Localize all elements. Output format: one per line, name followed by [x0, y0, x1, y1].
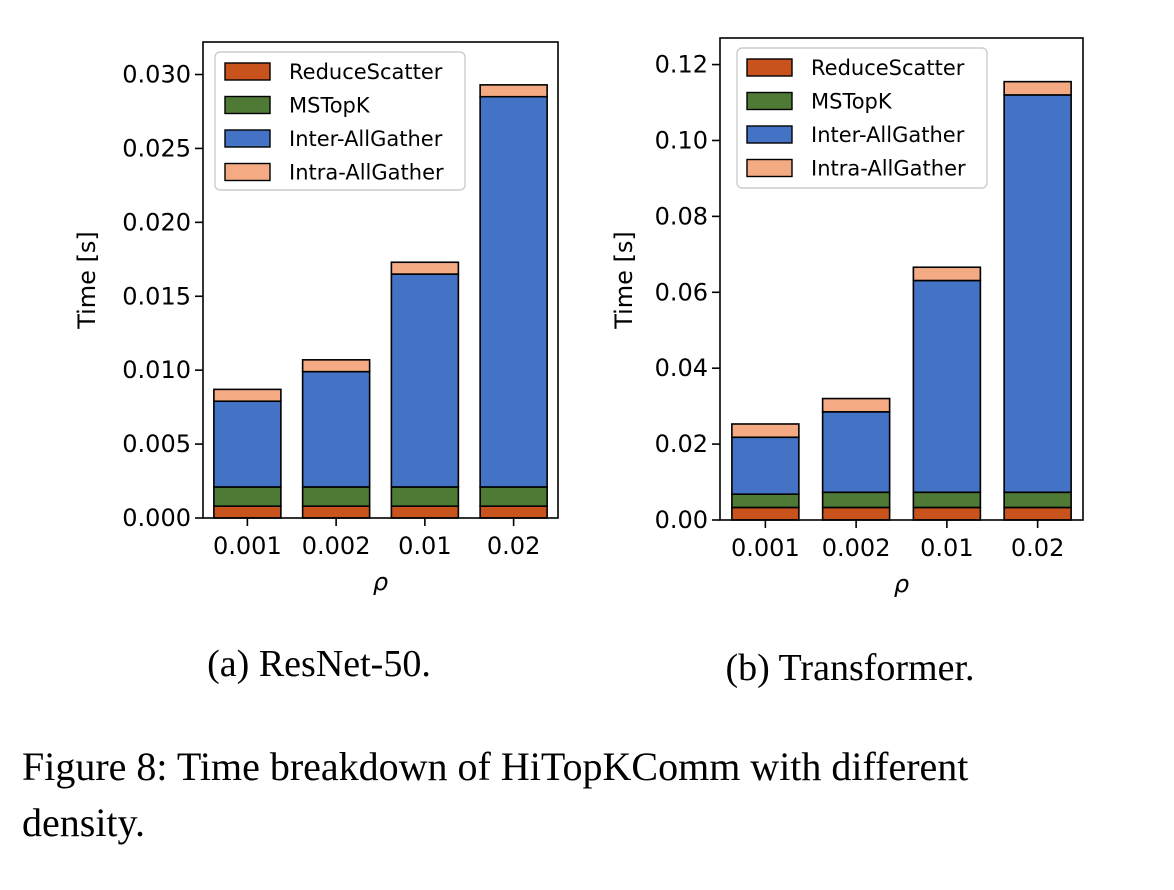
bar-inter-allgather-0.01 — [912, 279, 982, 494]
bar-reducescatter-0.02 — [1003, 506, 1072, 521]
legend-label-inter-allgather: Inter-AllGather — [811, 123, 965, 147]
x-axis-label: ρ — [373, 568, 388, 596]
legend-swatch-inter-allgather — [746, 125, 793, 144]
legend-label-inter-allgather: Inter-AllGather — [289, 127, 443, 151]
bar-intra-allgather-0.01 — [390, 261, 460, 275]
bar-reducescatter-0.001 — [731, 506, 800, 521]
y-tick-label: 0.04 — [655, 354, 708, 382]
bar-reducescatter-0.02 — [479, 505, 548, 519]
x-tick-label: 0.01 — [920, 534, 973, 562]
y-tick-label: 0.10 — [655, 126, 708, 154]
bar-intra-allgather-0.02 — [1003, 80, 1072, 96]
subcaption-a: (a) ResNet-50. — [207, 643, 431, 685]
chart-resnet50: 0.000 0.005 0.010 0.015 0.020 0.025 0.030 0.001… — [73, 41, 559, 596]
x-tick-label: 0.02 — [1011, 534, 1064, 562]
y-tick-label: 0.020 — [122, 208, 191, 236]
legend-swatch-inter-allgather — [224, 129, 271, 148]
y-tick-label: 0.030 — [122, 61, 191, 89]
y-tick-label: 0.000 — [122, 504, 191, 532]
bar-inter-allgather-0.01 — [390, 273, 460, 488]
y-axis-label: Time [s] — [610, 231, 638, 330]
bar-mstopk-0.01 — [912, 491, 982, 509]
y-tick-label: 0.025 — [122, 134, 191, 162]
bar-mstopk-0.002 — [821, 491, 891, 509]
y-tick-label: 0.06 — [655, 278, 708, 306]
bar-intra-allgather-0.01 — [912, 266, 982, 282]
x-tick-label: 0.001 — [213, 532, 282, 560]
bar-intra-allgather-0.002 — [821, 397, 891, 413]
y-tick-label: 0.02 — [655, 430, 708, 458]
y-tick-label: 0.010 — [122, 356, 191, 384]
legend-swatch-intra-allgather — [746, 158, 793, 178]
y-tick-label: 0.00 — [655, 506, 708, 534]
bar-inter-allgather-0.001 — [213, 400, 282, 488]
bar-mstopk-0.002 — [301, 486, 371, 507]
bar-inter-allgather-0.002 — [301, 370, 371, 488]
bar-reducescatter-0.01 — [912, 506, 982, 521]
x-tick-label: 0.002 — [822, 534, 891, 562]
legend-label-intra-allgather: Intra-AllGather — [289, 161, 444, 185]
legend-label-mstopk: MSTopK — [811, 90, 893, 114]
bar-intra-allgather-0.001 — [213, 388, 282, 403]
subcaption-b: (b) Transformer. — [725, 647, 974, 689]
x-tick-label: 0.001 — [731, 534, 800, 562]
figure-caption-line1: Figure 8: Time breakdown of HiTopKComm w… — [22, 744, 968, 789]
x-tick-label: 0.002 — [302, 532, 371, 560]
y-tick-label: 0.08 — [655, 202, 708, 230]
plot-frame — [719, 37, 1084, 521]
bar-mstopk-0.01 — [390, 486, 460, 507]
bar-intra-allgather-0.001 — [731, 423, 800, 439]
bar-intra-allgather-0.002 — [301, 359, 371, 373]
legend-label-reducescatter: ReduceScatter — [289, 60, 443, 84]
legend-swatch-intra-allgather — [224, 162, 271, 182]
bar-inter-allgather-0.002 — [821, 411, 891, 494]
y-tick-label: 0.015 — [122, 282, 191, 310]
legend-label-mstopk: MSTopK — [289, 94, 371, 118]
bar-mstopk-0.001 — [731, 493, 800, 509]
bar-reducescatter-0.001 — [213, 505, 282, 519]
bar-reducescatter-0.002 — [301, 505, 371, 519]
legend-swatch-reducescatter — [746, 58, 793, 77]
bar-reducescatter-0.01 — [390, 505, 460, 519]
chart-transformer: 0.00 0.02 0.04 0.06 0.08 0.10 0.12 0.001 0.002 0.… — [610, 37, 1084, 598]
bar-inter-allgather-0.001 — [731, 436, 800, 495]
bar-reducescatter-0.002 — [821, 506, 891, 521]
legend-swatch-reducescatter — [224, 62, 271, 81]
bar-inter-allgather-0.02 — [479, 95, 548, 488]
y-tick-label: 0.12 — [655, 51, 708, 79]
bar-mstopk-0.02 — [1003, 491, 1072, 509]
x-axis-label: ρ — [894, 570, 909, 598]
y-tick-label: 0.005 — [122, 430, 191, 458]
figure-caption-line2: density. — [22, 800, 145, 845]
bar-intra-allgather-0.02 — [479, 84, 548, 98]
x-tick-label: 0.01 — [398, 532, 451, 560]
bar-mstopk-0.02 — [479, 486, 548, 507]
legend-box — [214, 51, 466, 191]
legend-swatch-mstopk — [224, 95, 271, 115]
legend-label-intra-allgather: Intra-AllGather — [811, 157, 966, 181]
plot-frame — [202, 41, 559, 519]
bar-inter-allgather-0.02 — [1003, 94, 1072, 494]
bar-mstopk-0.001 — [213, 486, 282, 507]
y-axis-label: Time [s] — [73, 231, 101, 330]
legend-box — [736, 47, 988, 189]
x-tick-label: 0.02 — [487, 532, 540, 560]
legend-label-reducescatter: ReduceScatter — [811, 56, 965, 80]
legend-swatch-mstopk — [746, 91, 793, 111]
